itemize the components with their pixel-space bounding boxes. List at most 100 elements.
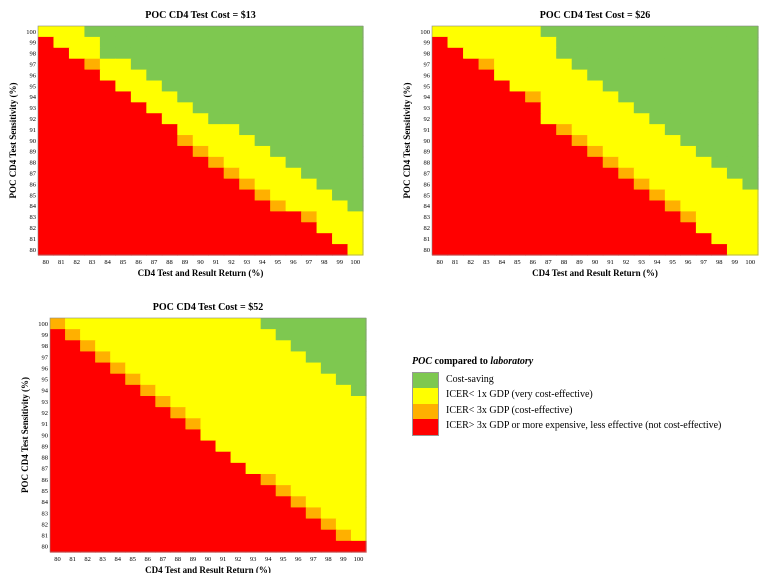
heatmap-cell-icer-1x <box>185 407 202 419</box>
heatmap-cell-icer-1x <box>95 340 111 353</box>
heatmap-cell-icer-1x <box>316 222 333 234</box>
heatmap-cell-icer-1x <box>245 429 262 442</box>
heatmap-cell-icer-1x <box>695 156 713 169</box>
heatmap-cell-not-cost-effective <box>432 189 449 202</box>
heatmap-cell-not-cost-effective <box>463 91 480 103</box>
heatmap-cell-cost-saving <box>270 135 287 147</box>
heatmap-cell-cost-saving <box>587 69 604 82</box>
heatmap-cell-not-cost-effective <box>130 233 147 245</box>
heatmap-cell-not-cost-effective <box>95 540 111 553</box>
legend-label: ICER> 3x GDP or more expensive, less eff… <box>446 420 722 431</box>
heatmap-cell-not-cost-effective <box>110 429 126 442</box>
heatmap-cell-cost-saving <box>146 36 163 49</box>
heatmap-cell-not-cost-effective <box>478 124 495 136</box>
heatmap-cell-icer-3x <box>185 418 202 431</box>
heatmap-cell-not-cost-effective <box>192 156 209 169</box>
heatmap-cell-cost-saving <box>301 91 318 103</box>
heatmap-cell-not-cost-effective <box>447 80 464 93</box>
heatmap-cell-cost-saving <box>316 26 333 38</box>
heatmap-cell-not-cost-effective <box>84 145 101 158</box>
heatmap-cell-cost-saving <box>335 340 352 353</box>
heatmap-cell-not-cost-effective <box>38 156 55 169</box>
heatmap-cell-not-cost-effective <box>254 222 271 234</box>
y-tick-label: 88 <box>30 160 37 167</box>
heatmap-cell-icer-1x <box>125 362 141 375</box>
heatmap-cell-not-cost-effective <box>432 156 449 169</box>
heatmap-cell-cost-saving <box>618 69 635 82</box>
heatmap-cell-cost-saving <box>320 351 337 364</box>
heatmap-cell-not-cost-effective <box>84 69 101 82</box>
heatmap-cell-cost-saving <box>726 167 744 180</box>
heatmap-cell-icer-1x <box>742 211 759 223</box>
heatmap-cell-not-cost-effective <box>38 211 55 223</box>
heatmap-cell-not-cost-effective <box>494 178 511 191</box>
heatmap-cell-icer-1x <box>275 384 292 397</box>
heatmap-cell-icer-1x <box>509 80 526 93</box>
heatmap-cell-not-cost-effective <box>80 429 96 442</box>
heatmap-cell-icer-1x <box>695 189 713 202</box>
heatmap-cell-cost-saving <box>695 102 713 114</box>
heatmap-cell-icer-1x <box>140 373 156 386</box>
heatmap-cell-icer-1x <box>350 474 367 486</box>
heatmap-cell-not-cost-effective <box>80 351 96 364</box>
heatmap-cell-icer-1x <box>95 318 111 330</box>
heatmap-cell-not-cost-effective <box>332 244 349 256</box>
heatmap-cell-not-cost-effective <box>68 200 86 212</box>
heatmap-cell-cost-saving <box>316 80 333 93</box>
heatmap-cell-cost-saving <box>161 26 178 38</box>
heatmap-cell-icer-1x <box>742 189 759 202</box>
heatmap-cell-cost-saving <box>664 102 681 114</box>
heatmap-cell-cost-saving <box>649 36 666 49</box>
x-tick-label: 98 <box>321 259 328 266</box>
heatmap-cell-icer-1x <box>726 189 744 202</box>
heatmap-cell-not-cost-effective <box>50 462 66 475</box>
heatmap-cell-not-cost-effective <box>95 396 111 408</box>
x-tick-label: 91 <box>607 259 614 266</box>
heatmap-cell-not-cost-effective <box>223 222 240 234</box>
heatmap-cell-not-cost-effective <box>125 429 141 442</box>
heatmap-cell-icer-1x <box>155 373 171 386</box>
heatmap-cell-not-cost-effective <box>140 507 156 520</box>
heatmap-cell-not-cost-effective <box>125 407 141 419</box>
heatmap-cell-icer-1x <box>260 396 277 408</box>
heatmap-cell-icer-1x <box>230 373 247 386</box>
heatmap-cell-not-cost-effective <box>260 529 277 542</box>
heatmap-cell-icer-1x <box>215 429 232 442</box>
heatmap-cell-icer-1x <box>301 189 318 202</box>
heatmap-cell-not-cost-effective <box>140 540 156 553</box>
heatmap-cell-not-cost-effective <box>50 474 66 486</box>
heatmap-cell-icer-1x <box>447 36 464 49</box>
heatmap-cell-cost-saving <box>695 47 713 60</box>
heatmap-cell-cost-saving <box>254 135 271 147</box>
heatmap-cell-not-cost-effective <box>68 211 86 223</box>
heatmap-cell-not-cost-effective <box>146 244 163 256</box>
heatmap-cell-not-cost-effective <box>146 145 163 158</box>
heatmap-cell-not-cost-effective <box>275 529 292 542</box>
heatmap-cell-not-cost-effective <box>99 102 116 114</box>
heatmap-cell-icer-1x <box>649 124 666 136</box>
heatmap-cell-icer-1x <box>602 113 619 125</box>
heatmap-cell-cost-saving <box>350 318 367 330</box>
heatmap-cell-not-cost-effective <box>110 529 126 542</box>
heatmap-cell-icer-1x <box>335 462 352 475</box>
heatmap-cell-not-cost-effective <box>115 244 132 256</box>
heatmap-cell-not-cost-effective <box>146 211 163 223</box>
heatmap-cell-not-cost-effective <box>65 340 81 353</box>
heatmap-cell-cost-saving <box>649 47 666 60</box>
heatmap-cell-not-cost-effective <box>50 540 66 553</box>
heatmap-cell-icer-1x <box>742 244 759 256</box>
heatmap-cell-not-cost-effective <box>571 233 588 245</box>
heatmap-cell-icer-1x <box>200 351 217 364</box>
heatmap-cell-icer-1x <box>270 178 287 191</box>
heatmap-cell-not-cost-effective <box>633 200 650 212</box>
heatmap-cell-icer-1x <box>245 451 262 464</box>
heatmap-cell-icer-1x <box>208 135 225 147</box>
heatmap-cell-icer-1x <box>335 384 352 397</box>
heatmap-cell-not-cost-effective <box>125 384 141 397</box>
heatmap-cell-not-cost-effective <box>215 507 232 520</box>
x-tick-label: 92 <box>228 259 235 266</box>
heatmap-cell-not-cost-effective <box>53 244 70 256</box>
heatmap-cell-icer-1x <box>305 384 322 397</box>
heatmap-cell-cost-saving <box>556 47 573 60</box>
heatmap-cell-not-cost-effective <box>587 222 604 234</box>
